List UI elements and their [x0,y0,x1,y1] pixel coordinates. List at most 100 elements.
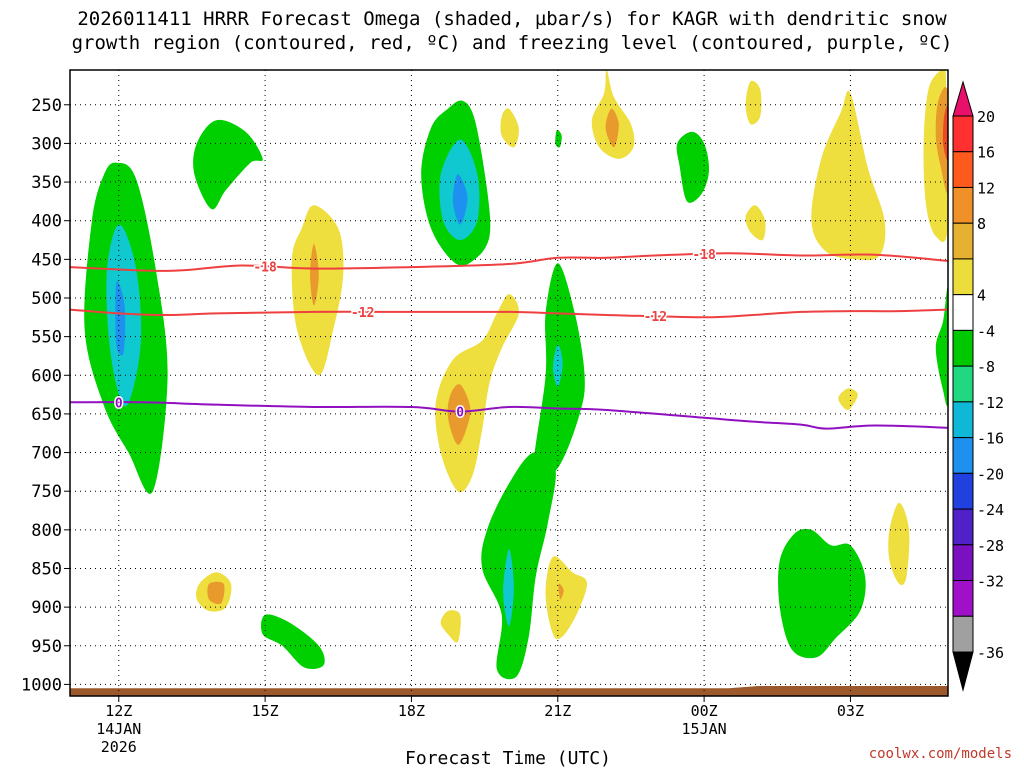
colorbar-box-8 [952,401,974,439]
colorbar-box-0 [952,115,974,153]
omega-region-green-blob-00z [676,131,710,203]
freezing-level-contour-line [69,401,949,430]
y-tick-label-350: 350 [31,173,62,193]
y-tick-label-550: 550 [31,328,62,348]
terrain-ground [70,685,948,696]
omega-region-green-blob-16z [260,614,325,670]
colorbar-box-9 [952,437,974,474]
x-tick-date-12Z: 14JAN [96,720,141,738]
colorbar-box-14 [952,615,974,653]
y-tick-label-400: 400 [31,212,62,232]
axes-layer: 250 300 350 400 450 500 550 600 650 700 750 800 850 9… [21,69,949,756]
omega-region-orange-dot-21z [558,583,564,600]
y-tick-label-950: 950 [31,637,62,657]
colorbar-box-1 [952,151,974,188]
omega-region-green-blob-03z [778,528,866,659]
colorbar-label-9: -20 [977,465,1004,483]
colorbar-label-4: 4 [977,287,986,305]
y-tick-label-300: 300 [31,134,62,154]
y-tick-label-600: 600 [31,366,62,386]
y-tick-label-500: 500 [31,289,62,309]
colorbar-label-7: -12 [977,394,1004,412]
colorbar-box-10 [952,472,974,510]
colorbar-box-4 [952,258,974,296]
x-tick-year-12Z: 2026 [101,738,137,756]
colorbar-label-10: -24 [977,501,1004,519]
dgz-contour-0-line [69,252,949,272]
y-tick-label-700: 700 [31,444,62,464]
omega-region-yellow-blob-21z-low [545,556,587,640]
plot-frame [69,69,949,697]
y-tick-label-1000: 1000 [21,675,62,695]
x-tick-label-15Z: 15Z [252,702,279,720]
omega-region-yellow-dot-03z [838,388,858,411]
y-tick-label-450: 450 [31,250,62,270]
omega-region-yellow-column-03z [811,90,886,261]
omega-region-blue-core-19z [452,174,468,225]
plot-area [70,70,948,696]
colorbar-box-3 [952,222,974,260]
x-tick-label-18Z: 18Z [398,702,425,720]
dgz-contour-1-label-1: -12 [644,310,667,325]
y-tick-label-850: 850 [31,559,62,579]
dgz-contour-1-label-0: -12 [351,306,374,321]
omega-region-yellow-sliver-20z [500,108,519,148]
freezing-level-contour-label-1: 0 [456,406,464,421]
y-tick-label-250: 250 [31,96,62,116]
x-tick-label-12Z: 12Z [105,702,132,720]
omega-region-red-edge-04z [942,106,948,161]
colorbar-box-5 [952,294,974,331]
colorbar-box-2 [952,186,974,224]
colorbar-label-1: 16 [977,144,995,162]
omega-region-orange-core-14z [207,581,225,605]
colorbar-label-0: 20 [977,108,995,126]
x-tick-label-21Z: 21Z [544,702,571,720]
colorbar-label-3: 8 [977,215,986,233]
colorbar-box-13 [952,580,974,617]
colorbar: 20 16 12 8 4 -4 -8 -12 -16 -20 -24 -28 -32 -36 [952,80,1004,692]
chart-title-line-1: 2026011411 HRRR Forecast Omega (shaded, … [77,8,947,30]
colorbar-box-12 [952,544,974,582]
colorbar-box-6 [952,329,974,367]
source-credit: coolwx.com/models [868,746,1012,762]
dgz-contour-0-label-0: -18 [253,261,277,276]
y-tick-label-900: 900 [31,598,62,618]
omega-region-green-plume-20z [481,452,556,680]
omega-region-yellow-blob-04z [888,502,910,586]
dgz-contour-0-label-1: -18 [692,248,716,263]
colorbar-top-triangle [952,80,974,117]
colorbar-label-12: -32 [977,573,1004,591]
colorbar-label-13: -36 [977,644,1004,662]
colorbar-label-2: 12 [977,179,995,197]
omega-region-blue-core-12z [115,281,126,356]
omega-region-yellow-column-16z [291,205,344,376]
colorbar-box-11 [952,508,974,546]
y-tick-label-800: 800 [31,521,62,541]
colorbar-box-7 [952,365,974,403]
colorbar-label-8: -16 [977,430,1004,448]
x-tick-label-00Z: 00Z [691,702,718,720]
colorbar-label-11: -28 [977,537,1004,555]
omega-region-orange-core-22z [605,108,619,148]
omega-region-green-blob-14z [193,119,263,210]
omega-shading [70,70,948,696]
freezing-level-contour-label-0: 0 [115,396,123,411]
omega-region-yellow-sliver-01z-low [745,205,766,241]
colorbar-bottom-triangle [952,651,974,692]
x-tick-date-00Z: 15JAN [682,720,727,738]
omega-region-orange-core-16z [310,243,319,306]
chart-title-line-2: growth region (contoured, red, ºC) and f… [71,32,953,54]
dgz-contour-1-line [69,308,949,319]
x-tick-label-03Z: 03Z [837,702,864,720]
omega-region-green-edge-05z [935,287,948,406]
colorbar-label-6: -8 [977,358,995,376]
omega-region-yellow-sliver-01z [745,80,762,125]
y-tick-label-650: 650 [31,405,62,425]
y-tick-label-750: 750 [31,482,62,502]
x-axis-label: Forecast Time (UTC) [405,748,611,768]
colorbar-label-5: -4 [977,322,995,340]
omega-region-yellow-dot-19z [440,610,461,643]
contours-layer: -18 -18 -12 -12 0 0 [69,246,949,430]
omega-region-orange-core-19z [447,384,471,445]
